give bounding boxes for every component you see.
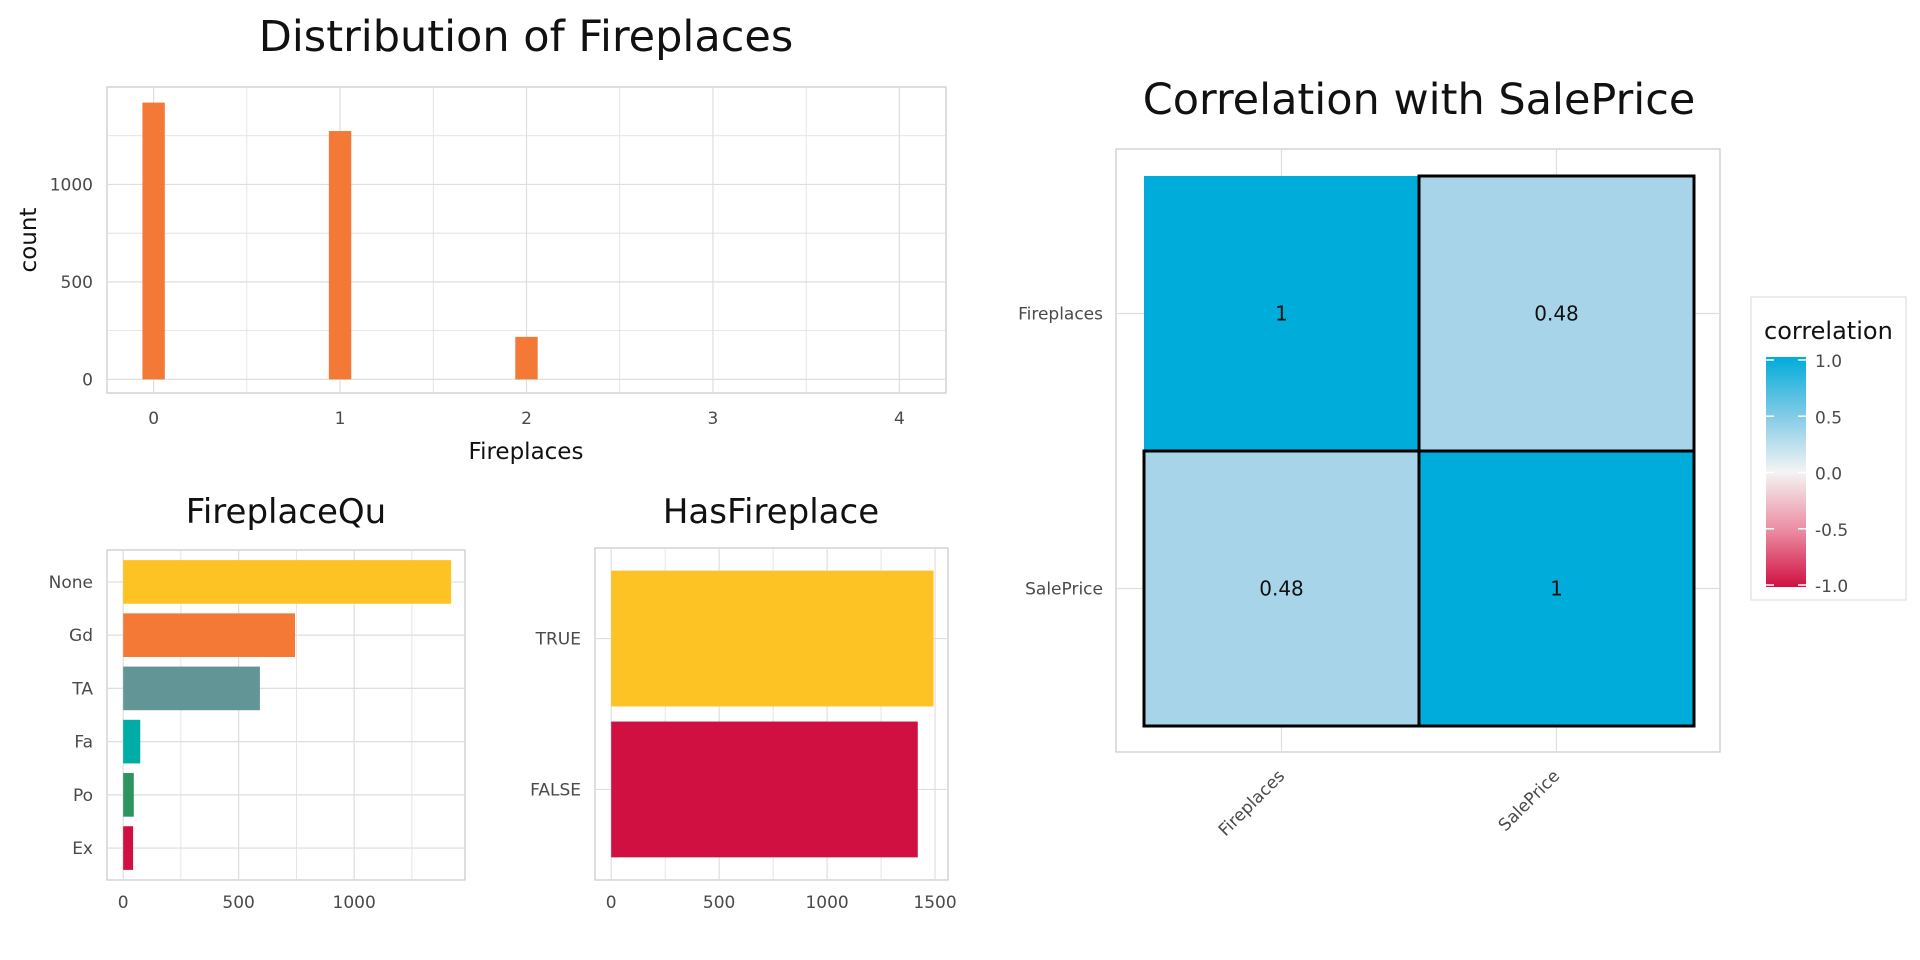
hasfireplace-title: HasFireplace (663, 492, 879, 532)
x-tick-label: 2 (521, 409, 532, 429)
heatmap-cells: 1 0.48 0.48 1 (1142, 174, 1696, 728)
fireplacequ-bars (123, 560, 452, 870)
hasfireplace-chart: HasFireplace 0 500 1000 1500 TRUE FALSE (530, 492, 957, 913)
heatmap-cell (1144, 176, 1419, 451)
bar-true (611, 570, 934, 707)
histogram-tick-labels: 0 1 2 3 4 0 500 1000 (50, 175, 905, 429)
y-tick-label: TA (71, 679, 93, 699)
bar-ta (123, 666, 260, 711)
histogram-bar (142, 102, 165, 380)
heatmap-title: Correlation with SalePrice (1143, 75, 1696, 125)
heatmap-cell (1417, 449, 1696, 728)
y-tick-label: FALSE (530, 780, 581, 800)
histogram-y-axis-label: count (16, 208, 42, 273)
histogram-bar (515, 336, 538, 380)
legend-tick-label: -0.5 (1815, 521, 1848, 541)
x-tick-label: 0 (606, 893, 617, 913)
x-tick-label: 0 (118, 893, 129, 913)
y-tick-label: Gd (69, 626, 93, 646)
y-tick-label: SalePrice (1025, 580, 1103, 600)
cell-value-label: 0.48 (1534, 302, 1579, 326)
histogram-bar (328, 131, 352, 380)
cell-value-label: 1 (1275, 302, 1288, 326)
bar-po (123, 773, 134, 817)
legend-tick-label: -1.0 (1815, 577, 1848, 597)
histogram-title: Distribution of Fireplaces (259, 12, 793, 62)
hasfireplace-tick-labels: 0 500 1000 1500 TRUE FALSE (530, 630, 957, 913)
fireplacequ-tick-labels: 0 500 1000 None Gd TA Fa Po Ex (49, 573, 376, 913)
x-tick-label: SalePrice (1495, 766, 1564, 835)
bar-none (123, 560, 452, 604)
legend-ticks: 1.0 0.5 0.0 -0.5 -1.0 (1766, 352, 1848, 597)
heatmap-cell (1417, 174, 1696, 453)
histogram-bars (142, 102, 538, 380)
x-tick-label: 4 (894, 409, 905, 429)
y-tick-label: 1000 (50, 175, 93, 195)
legend-tick-label: 0.0 (1815, 465, 1842, 485)
y-tick-label: TRUE (535, 630, 581, 650)
y-tick-label: Fireplaces (1018, 305, 1103, 325)
y-tick-label: 500 (61, 273, 93, 293)
x-tick-label: 3 (708, 409, 719, 429)
x-tick-label: 500 (703, 893, 735, 913)
x-tick-label: 0 (148, 409, 159, 429)
fireplacequ-chart: FireplaceQu 0 500 1000 None Gd TA Fa Po Ex (49, 492, 466, 913)
legend-tick-label: 1.0 (1815, 352, 1842, 372)
histogram-x-axis-label: Fireplaces (469, 439, 584, 465)
fireplacequ-panel-border (106, 549, 466, 881)
heatmap-cell (1142, 449, 1421, 728)
hasfireplace-panel-border (594, 547, 949, 881)
x-tick-label: Fireplaces (1215, 766, 1289, 840)
bar-gd (123, 613, 296, 657)
bar-false (611, 721, 918, 858)
y-tick-label: Fa (74, 733, 93, 753)
fireplaces-histogram: Distribution of Fireplaces 0 1 2 3 4 0 500 1000… (16, 12, 947, 465)
x-tick-label: 1500 (913, 893, 956, 913)
x-tick-label: 1 (335, 409, 346, 429)
correlation-legend: correlation 1.0 0.5 0.0 -0.5 -1.0 (1750, 296, 1907, 601)
legend-tick-label: 0.5 (1815, 408, 1842, 428)
cell-value-label: 0.48 (1259, 577, 1304, 601)
hasfireplace-bars (611, 570, 934, 858)
bar-fa (123, 719, 141, 764)
x-tick-label: 1000 (805, 893, 848, 913)
legend-title: correlation (1764, 317, 1893, 345)
cell-value-label: 1 (1550, 577, 1563, 601)
x-tick-label: 1000 (333, 893, 376, 913)
heatmap-panel-border (1115, 148, 1721, 753)
x-tick-label: 500 (222, 893, 254, 913)
y-tick-label: Po (73, 786, 93, 806)
y-tick-label: Ex (72, 839, 93, 859)
correlation-heatmap: Correlation with SalePrice 1 0.48 0.48 1 Fi… (1018, 75, 1907, 841)
y-tick-label: 0 (82, 370, 93, 390)
bar-ex (123, 826, 134, 870)
y-tick-label: None (49, 573, 93, 593)
fireplacequ-title: FireplaceQu (186, 492, 386, 532)
